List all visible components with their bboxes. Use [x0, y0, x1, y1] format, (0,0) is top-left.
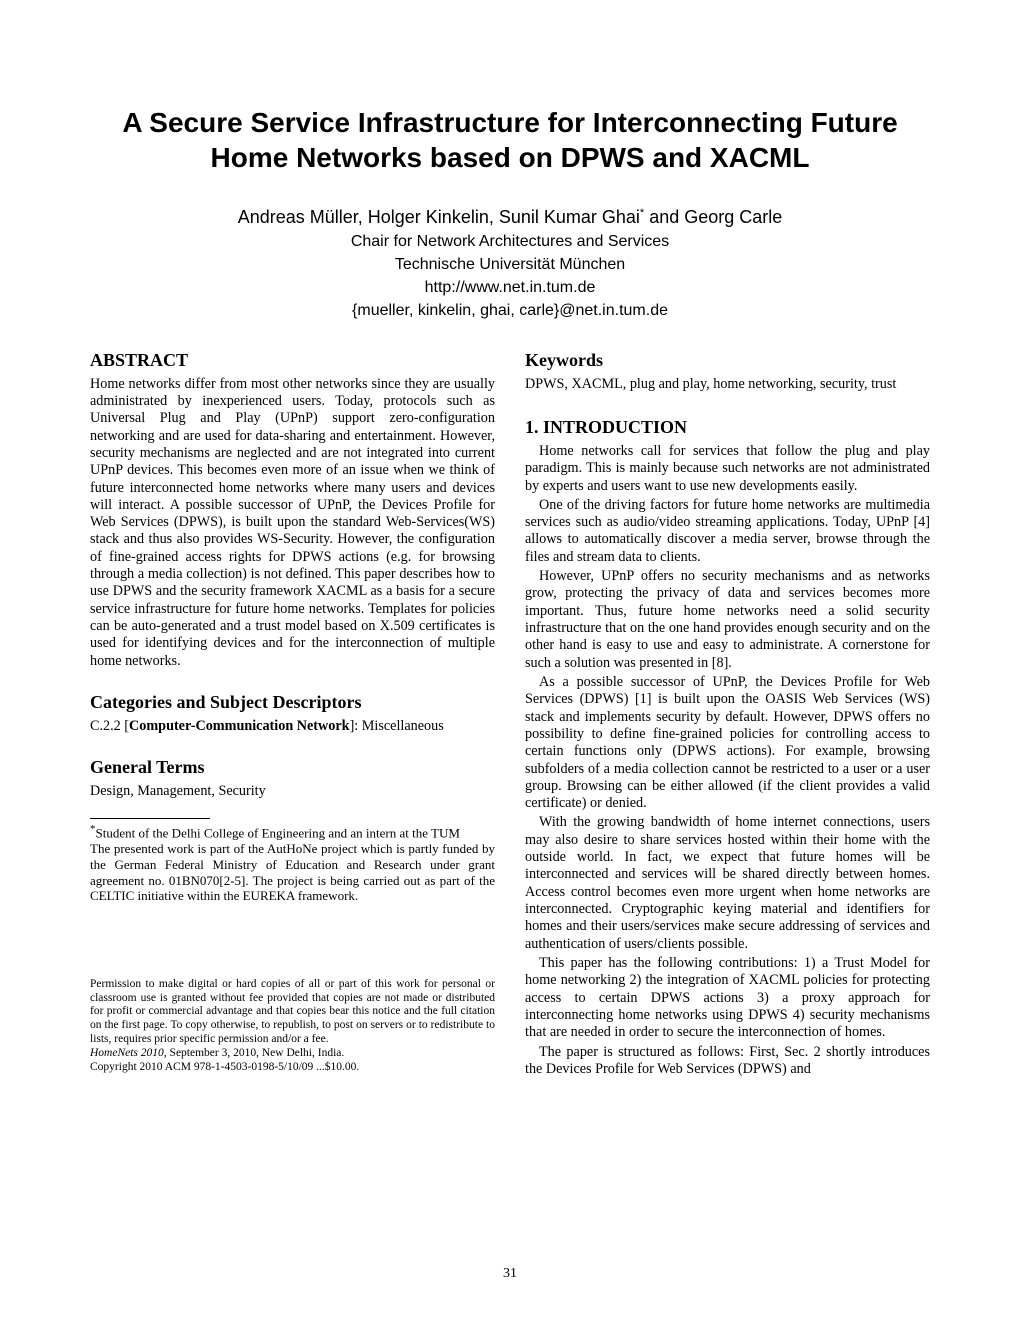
footnote-block: *Student of the Delhi College of Enginee… — [90, 818, 495, 903]
intro-p2: One of the driving factors for future ho… — [525, 497, 930, 566]
heading-abstract: ABSTRACT — [90, 350, 495, 372]
general-terms-text: Design, Management, Security — [90, 783, 495, 800]
intro-p5: With the growing bandwidth of home inter… — [525, 814, 930, 953]
paper-title: A Secure Service Infrastructure for Inte… — [90, 105, 930, 175]
two-column-body: ABSTRACT Home networks differ from most … — [90, 350, 930, 1080]
affiliation-email: {mueller, kinkelin, ghai, carle}@net.in.… — [352, 302, 668, 319]
categories-bold: Computer-Communication Network — [129, 718, 350, 734]
authors-block: Andreas Müller, Holger Kinkelin, Sunil K… — [90, 205, 930, 322]
permission-venue-name: HomeNets 2010, — [90, 1047, 167, 1059]
permission-block: Permission to make digital or hard copie… — [90, 978, 495, 1075]
heading-introduction: 1. INTRODUCTION — [525, 417, 930, 439]
author-names: Andreas Müller, Holger Kinkelin, Sunil K… — [238, 207, 783, 227]
heading-keywords: Keywords — [525, 350, 930, 372]
keywords-text: DPWS, XACML, plug and play, home network… — [525, 376, 930, 393]
footnote-rule — [90, 818, 210, 819]
page: A Secure Service Infrastructure for Inte… — [0, 0, 1020, 1320]
author-names-post: and Georg Carle — [644, 207, 782, 227]
permission-venue-rest: September 3, 2010, New Delhi, India. — [167, 1047, 345, 1059]
intro-p3: However, UPnP offers no security mechani… — [525, 568, 930, 672]
footnote-star-text: Student of the Delhi College of Engineer… — [96, 826, 460, 841]
categories-text: C.2.2 [Computer-Communication Network]: … — [90, 718, 495, 735]
author-names-pre: Andreas Müller, Holger Kinkelin, Sunil K… — [238, 207, 640, 227]
heading-categories: Categories and Subject Descriptors — [90, 692, 495, 714]
title-line-1: A Secure Service Infrastructure for Inte… — [122, 107, 897, 138]
categories-code: C.2.2 [ — [90, 718, 129, 734]
permission-copyright: Copyright 2010 ACM 978-1-4503-0198-5/10/… — [90, 1061, 495, 1075]
categories-rest: ]: Miscellaneous — [350, 718, 444, 734]
abstract-text: Home networks differ from most other net… — [90, 376, 495, 670]
intro-p4: As a possible successor of UPnP, the Dev… — [525, 674, 930, 813]
intro-p1: Home networks call for services that fol… — [525, 443, 930, 495]
footnote-project: The presented work is part of the AutHoN… — [90, 841, 495, 903]
permission-venue: HomeNets 2010, September 3, 2010, New De… — [90, 1047, 495, 1061]
page-number: 31 — [0, 1266, 1020, 1282]
footnote-star: *Student of the Delhi College of Enginee… — [90, 823, 495, 841]
permission-text: Permission to make digital or hard copie… — [90, 978, 495, 1047]
affiliation-2: Technische Universität München — [395, 256, 625, 273]
intro-p6: This paper has the following contributio… — [525, 955, 930, 1042]
heading-general-terms: General Terms — [90, 757, 495, 779]
affiliation-1: Chair for Network Architectures and Serv… — [351, 233, 669, 250]
title-line-2: Home Networks based on DPWS and XACML — [211, 142, 810, 173]
intro-p7: The paper is structured as follows: Firs… — [525, 1044, 930, 1079]
affiliation-url: http://www.net.in.tum.de — [425, 279, 596, 296]
